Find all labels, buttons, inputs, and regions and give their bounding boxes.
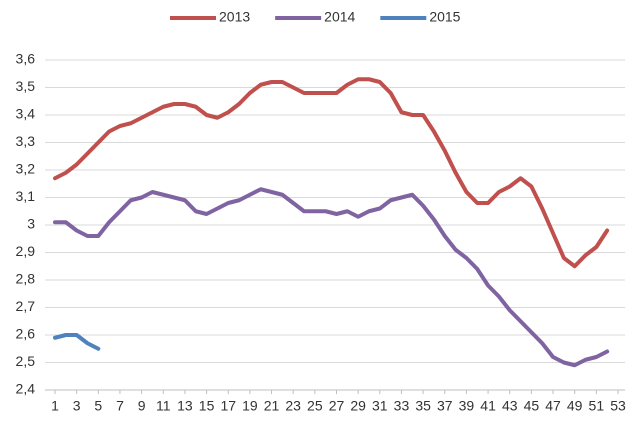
x-tick-label: 11: [156, 398, 171, 414]
x-tick-label: 43: [502, 398, 518, 414]
x-tick-label: 3: [73, 398, 81, 414]
x-tick-label: 39: [459, 398, 475, 414]
x-tick-label: 51: [589, 398, 605, 414]
x-tick-label: 45: [524, 398, 540, 414]
y-tick-label: 3,4: [16, 106, 36, 122]
line-series: [53, 187, 610, 368]
y-tick-label: 3,5: [16, 78, 36, 94]
x-tick-label: 37: [437, 398, 453, 414]
y-tick-label: 2,4: [16, 381, 36, 397]
y-tick-label: 2,5: [16, 353, 36, 369]
x-tick-label: 9: [138, 398, 146, 414]
x-tick-label: 31: [372, 398, 388, 414]
x-tick-label: 21: [264, 398, 280, 414]
x-tick-label: 19: [242, 398, 258, 414]
x-tick-label: 5: [94, 398, 102, 414]
x-tick-label: 49: [567, 398, 583, 414]
x-tick-label: 27: [329, 398, 345, 414]
y-tick-label: 2,6: [16, 326, 36, 342]
y-tick-label: 3: [27, 216, 35, 232]
y-tick-label: 3,2: [16, 161, 36, 177]
y-tick-label: 2,8: [16, 271, 36, 287]
x-tick-label: 47: [545, 398, 561, 414]
legend-label: 2015: [429, 9, 460, 25]
y-tick-label: 2,9: [16, 243, 36, 259]
x-tick-label: 7: [116, 398, 124, 414]
line-series: [53, 333, 101, 351]
x-tick-label: 17: [220, 398, 236, 414]
y-tick-label: 2,7: [16, 298, 36, 314]
x-tick-label: 1: [51, 398, 59, 414]
x-tick-label: 15: [199, 398, 215, 414]
x-tick-label: 53: [610, 398, 626, 414]
x-tick-label: 29: [350, 398, 366, 414]
y-tick-label: 3,3: [16, 133, 36, 149]
legend-label: 2014: [324, 9, 355, 25]
y-tick-label: 3,1: [16, 188, 36, 204]
x-tick-label: 33: [394, 398, 410, 414]
x-tick-label: 35: [415, 398, 431, 414]
line-series: [53, 77, 610, 269]
legend-label: 2013: [219, 9, 250, 25]
x-tick-label: 13: [177, 398, 193, 414]
x-tick-label: 41: [480, 398, 496, 414]
y-tick-label: 3,6: [16, 51, 36, 67]
x-tick-label: 23: [285, 398, 301, 414]
x-tick-label: 25: [307, 398, 323, 414]
